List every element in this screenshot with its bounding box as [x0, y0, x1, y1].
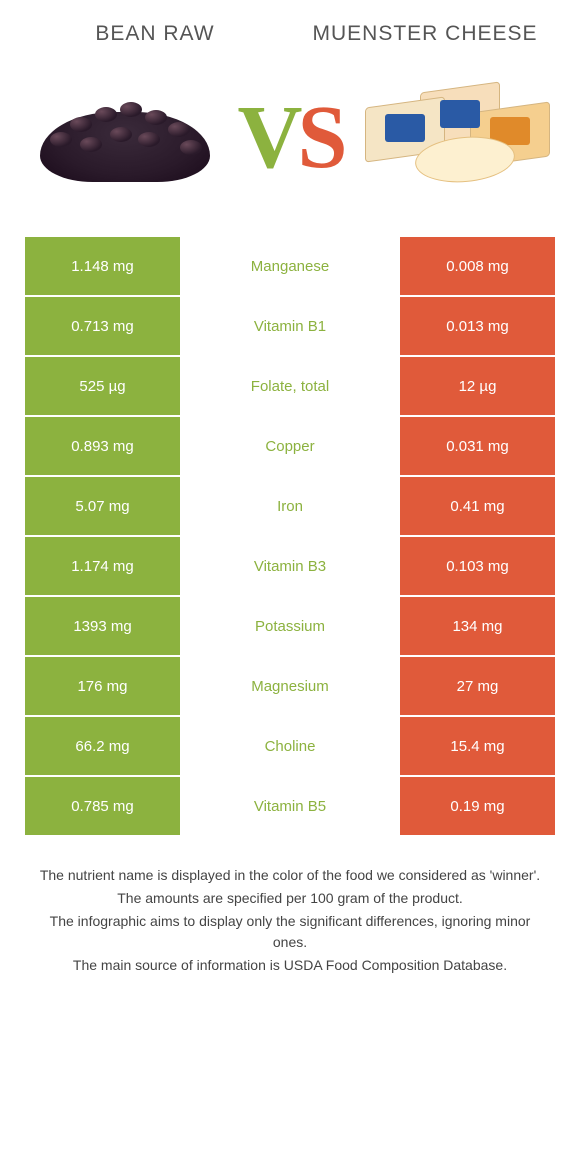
nutrient-label: Iron: [180, 477, 400, 535]
right-value: 0.19 mg: [400, 777, 555, 835]
footer-notes: The nutrient name is displayed in the co…: [20, 865, 560, 976]
right-value: 0.013 mg: [400, 297, 555, 355]
right-food-title: MUENSTER CHEESE: [290, 20, 560, 47]
table-row: 525 µgFolate, total12 µg: [25, 357, 555, 415]
left-value: 0.785 mg: [25, 777, 180, 835]
footer-line-3: The infographic aims to display only the…: [35, 911, 545, 953]
table-row: 66.2 mgCholine15.4 mg: [25, 717, 555, 775]
nutrient-label: Folate, total: [180, 357, 400, 415]
footer-line-4: The main source of information is USDA F…: [35, 955, 545, 976]
nutrient-table: 1.148 mgManganese0.008 mg0.713 mgVitamin…: [25, 237, 555, 835]
footer-line-1: The nutrient name is displayed in the co…: [35, 865, 545, 886]
nutrient-label: Potassium: [180, 597, 400, 655]
right-value: 0.031 mg: [400, 417, 555, 475]
table-row: 0.785 mgVitamin B50.19 mg: [25, 777, 555, 835]
cheese-icon: [365, 82, 545, 192]
right-value: 27 mg: [400, 657, 555, 715]
header: BEAN RAW MUENSTER CHEESE: [20, 20, 560, 47]
footer-line-2: The amounts are specified per 100 gram o…: [35, 888, 545, 909]
vs-label: VS: [237, 86, 342, 189]
nutrient-label: Manganese: [180, 237, 400, 295]
nutrient-label: Vitamin B5: [180, 777, 400, 835]
table-row: 1.174 mgVitamin B30.103 mg: [25, 537, 555, 595]
left-value: 1.148 mg: [25, 237, 180, 295]
left-food-image: [30, 67, 220, 207]
left-value: 1.174 mg: [25, 537, 180, 595]
table-row: 0.893 mgCopper0.031 mg: [25, 417, 555, 475]
left-value: 1393 mg: [25, 597, 180, 655]
hero-row: VS: [20, 67, 560, 207]
left-value: 0.713 mg: [25, 297, 180, 355]
right-value: 12 µg: [400, 357, 555, 415]
left-value: 176 mg: [25, 657, 180, 715]
nutrient-label: Vitamin B1: [180, 297, 400, 355]
right-value: 0.41 mg: [400, 477, 555, 535]
vs-s: S: [297, 88, 342, 187]
table-row: 176 mgMagnesium27 mg: [25, 657, 555, 715]
left-value: 0.893 mg: [25, 417, 180, 475]
right-value: 134 mg: [400, 597, 555, 655]
nutrient-label: Magnesium: [180, 657, 400, 715]
table-row: 1393 mgPotassium134 mg: [25, 597, 555, 655]
left-value: 66.2 mg: [25, 717, 180, 775]
nutrient-label: Vitamin B3: [180, 537, 400, 595]
nutrient-label: Copper: [180, 417, 400, 475]
vs-v: V: [237, 88, 297, 187]
table-row: 0.713 mgVitamin B10.013 mg: [25, 297, 555, 355]
nutrient-label: Choline: [180, 717, 400, 775]
left-value: 525 µg: [25, 357, 180, 415]
right-value: 0.103 mg: [400, 537, 555, 595]
table-row: 1.148 mgManganese0.008 mg: [25, 237, 555, 295]
beans-icon: [40, 92, 210, 182]
table-row: 5.07 mgIron0.41 mg: [25, 477, 555, 535]
right-value: 0.008 mg: [400, 237, 555, 295]
right-value: 15.4 mg: [400, 717, 555, 775]
left-value: 5.07 mg: [25, 477, 180, 535]
left-food-title: BEAN RAW: [20, 20, 290, 47]
right-food-image: [360, 67, 550, 207]
